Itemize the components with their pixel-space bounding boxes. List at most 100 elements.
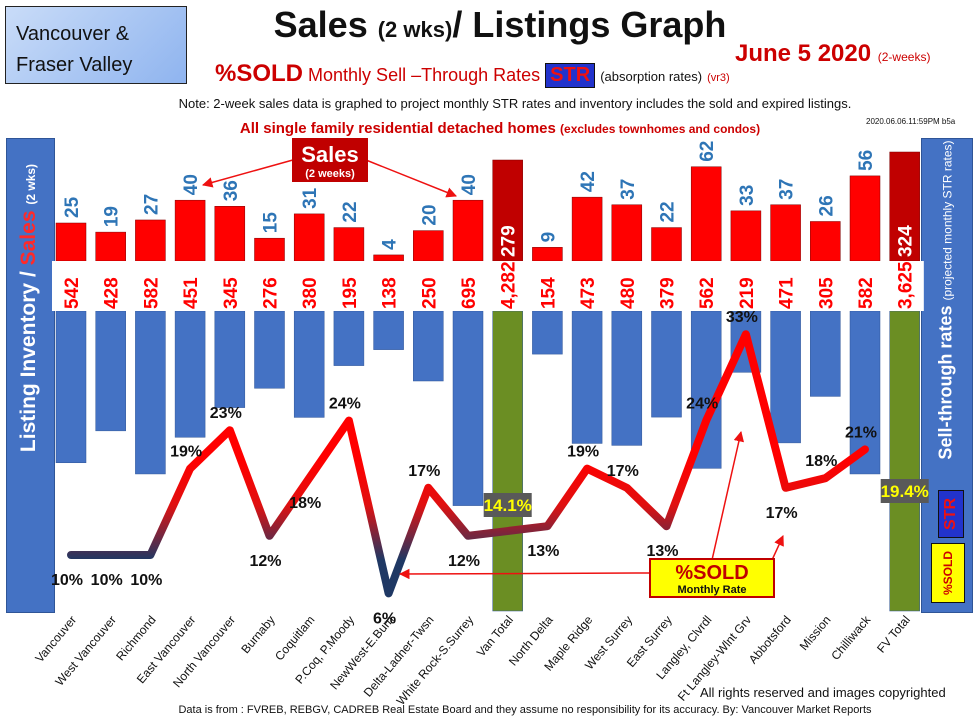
inventory-value-label: 276 bbox=[261, 277, 282, 309]
inventory-bar bbox=[413, 310, 444, 382]
category-tick-label: Mission bbox=[797, 613, 834, 653]
inventory-label-bg bbox=[131, 261, 170, 311]
str-badge: STR bbox=[545, 63, 596, 88]
inventory-bar bbox=[452, 310, 484, 506]
sales-bar bbox=[55, 222, 87, 262]
title-sales: Sales bbox=[273, 4, 368, 45]
inventory-bar bbox=[293, 310, 325, 418]
str-value-label: 19% bbox=[170, 444, 202, 461]
source-note: Data is from : FVREB, REBGV, CADREB Real… bbox=[178, 704, 872, 716]
sales-value-label: 33 bbox=[737, 185, 758, 206]
sales-bar bbox=[611, 204, 643, 262]
title-listings: / Listings Graph bbox=[452, 4, 727, 45]
sales-value-label: 324 bbox=[896, 225, 917, 257]
right-str-badge: STR bbox=[938, 490, 964, 538]
str-value-label: 19% bbox=[567, 444, 599, 461]
total-str-box bbox=[880, 479, 929, 503]
str-value-label: 23% bbox=[210, 405, 242, 422]
category-tick-label: Abbotsford bbox=[746, 613, 794, 666]
inventory-label-bg bbox=[369, 261, 408, 311]
left-axis-panel bbox=[6, 138, 55, 613]
inventory-label-bg bbox=[210, 261, 249, 311]
str-value-label: 18% bbox=[805, 453, 837, 470]
title-period: (2 wks) bbox=[377, 17, 453, 42]
str-value-label: 10% bbox=[91, 572, 123, 589]
str-value-label: 17% bbox=[408, 463, 440, 480]
inventory-bar bbox=[214, 310, 246, 408]
inventory-label-bg bbox=[171, 261, 210, 311]
inventory-value-label: 345 bbox=[221, 277, 242, 309]
category-tick-label: Burnaby bbox=[238, 613, 277, 656]
sales-callout-title: Sales bbox=[301, 142, 359, 167]
sales-value-label: 37 bbox=[618, 179, 639, 200]
chart-subtitle: %SOLD Monthly Sell –Through Rates STR (a… bbox=[215, 60, 730, 88]
sales-value-label: 31 bbox=[300, 187, 321, 209]
sold-arrow-right bbox=[771, 535, 784, 561]
str-value-label: 10% bbox=[51, 572, 83, 589]
inventory-label-bg bbox=[250, 261, 289, 311]
str-value-label: 6% bbox=[373, 610, 396, 627]
region-box: Vancouver & Fraser Valley bbox=[5, 6, 187, 84]
sales-bar bbox=[492, 159, 523, 262]
category-tick-label: Chilliwack bbox=[828, 612, 874, 663]
inventory-bar bbox=[135, 310, 166, 475]
sales-value-label: 27 bbox=[141, 194, 162, 215]
inventory-bar bbox=[810, 310, 841, 397]
inventory-label-bg bbox=[290, 261, 329, 311]
sales-bar bbox=[214, 206, 246, 262]
inventory-value-label: 219 bbox=[737, 277, 758, 309]
inventory-bar bbox=[611, 310, 643, 446]
sales-value-label: 15 bbox=[261, 212, 282, 234]
sales-value-label: 36 bbox=[221, 180, 242, 201]
timestamp: 2020.06.06.11:59PM b5a bbox=[866, 117, 956, 126]
sold-callout-box bbox=[649, 558, 775, 598]
inventory-label-bg bbox=[329, 261, 368, 311]
str-value-label: 33% bbox=[726, 309, 758, 326]
inventory-bar bbox=[174, 310, 206, 438]
inventory-value-label: 695 bbox=[459, 277, 480, 309]
subtitle-version: (vr3) bbox=[707, 72, 730, 84]
inventory-bar bbox=[55, 310, 87, 464]
inventory-bar bbox=[492, 310, 523, 612]
inventory-label-bg bbox=[528, 261, 567, 311]
sales-bar bbox=[651, 227, 682, 262]
region-line-1: Vancouver & bbox=[16, 23, 130, 45]
sales-bar bbox=[571, 196, 603, 262]
sales-value-label: 279 bbox=[499, 225, 520, 257]
inventory-value-label: 480 bbox=[618, 277, 639, 309]
sales-callout-box bbox=[292, 138, 368, 182]
sales-bar bbox=[95, 231, 126, 262]
sales-bar bbox=[810, 221, 841, 262]
inventory-value-label: 195 bbox=[340, 277, 361, 309]
sales-bar bbox=[293, 213, 325, 262]
subtitle-pct-sold: %SOLD bbox=[215, 60, 304, 87]
inventory-bar bbox=[373, 310, 404, 350]
str-line bbox=[67, 330, 869, 598]
inventory-bar bbox=[254, 310, 285, 389]
inventory-bar bbox=[651, 310, 682, 418]
str-value-label: 13% bbox=[527, 543, 559, 560]
sales-bar bbox=[730, 210, 762, 262]
inventory-label-bg bbox=[726, 261, 765, 311]
right-sold-badge: %SOLD bbox=[931, 543, 965, 603]
total-label-bg bbox=[488, 261, 527, 311]
inventory-label-bg bbox=[409, 261, 448, 311]
str-value-label: 12% bbox=[249, 553, 281, 570]
sales-value-label: 26 bbox=[816, 195, 837, 216]
str-value-label: 18% bbox=[289, 495, 321, 512]
inventory-value-label: 582 bbox=[141, 277, 162, 309]
homes-scope: All single family residential detached h… bbox=[100, 120, 900, 137]
inventory-value-label: 305 bbox=[816, 277, 837, 309]
rights-note: All rights reserved and images copyright… bbox=[700, 685, 946, 700]
sales-bar bbox=[532, 247, 563, 262]
inventory-value-label: 582 bbox=[856, 277, 877, 309]
sales-value-label: 20 bbox=[419, 204, 440, 225]
inventory-label-bg bbox=[806, 261, 845, 311]
str-value-label: 10% bbox=[130, 572, 162, 589]
str-value-label: 13% bbox=[646, 543, 678, 560]
str-value-label: 21% bbox=[845, 424, 877, 441]
sales-value-label: 4 bbox=[380, 239, 401, 250]
homes-scope-text: All single family residential detached h… bbox=[239, 120, 556, 137]
homes-scope-note: (excludes townhomes and condos) bbox=[560, 122, 761, 136]
